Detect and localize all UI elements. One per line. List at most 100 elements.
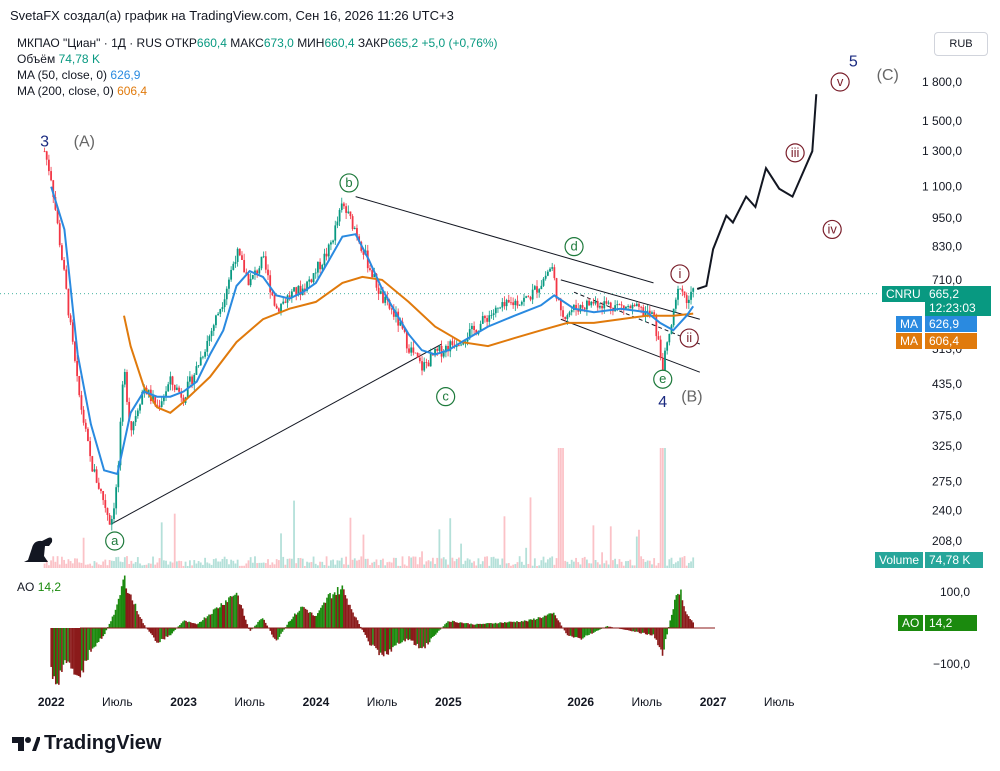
volume-bar [579,564,582,568]
ao-bar [528,619,531,628]
wave-label: d [570,239,577,254]
ma200-legend-label[interactable]: MA (200, close, 0) [17,84,114,98]
ao-bar [255,624,258,628]
ao-bar [199,621,201,628]
ao-bar [574,628,577,638]
candle-body [438,345,441,351]
volume-bar [189,560,191,568]
ao-bar [183,620,186,628]
candle-body [436,348,439,351]
ao-legend-label[interactable]: AO [17,580,35,594]
volume-bar [82,537,85,568]
volume-bar [152,556,154,568]
volume-bar [405,565,408,568]
volume-bar [349,517,352,568]
candle-body [371,270,374,278]
candle-body [202,356,204,358]
volume-bar [529,497,532,568]
candle-body [542,278,545,286]
volume-bar [221,558,224,568]
currency-button[interactable]: RUB [934,32,988,56]
candle-body [683,291,686,296]
candle-body [228,279,230,289]
chart-caption: SvetaFX создал(а) график на TradingView.… [10,8,454,23]
ao-bar [123,575,126,628]
candle-body [408,348,410,353]
ao-axis-value: 14,2 [925,615,977,631]
ao-bar [385,628,388,655]
candle-body [82,409,85,423]
ao-bar [536,618,538,628]
candle-body [321,264,324,270]
ao-bar [217,608,219,628]
price-tick-label: 1 300,0 [922,144,962,158]
candle-body [275,305,278,309]
volume-bar [180,561,183,568]
time-tick-label: Июль [234,695,265,709]
ao-bar [280,628,282,634]
volume-bar [468,559,471,568]
volume-bar [236,559,239,568]
candle-body [236,248,239,262]
ao-bar [579,628,581,639]
volume-bar [577,562,580,568]
candle-body [555,278,558,299]
ao-bar [491,623,494,628]
ao-bar [117,598,120,628]
ao-bar [353,616,356,628]
ohlc-close-label: ЗАКР [357,36,389,50]
candle-body [80,395,83,410]
ao-bar [549,613,552,628]
candle-body [449,341,452,352]
volume-bar [206,562,209,568]
ao-bar [663,628,665,650]
ao-bar [606,626,609,628]
volume-bar [375,559,378,568]
time-tick-label: Июль [764,695,795,709]
volume-bar [527,563,530,568]
volume-bar [139,563,141,568]
ao-bar [367,628,370,642]
candle-body [599,305,601,308]
candle-body [471,325,473,330]
candle-body [460,344,462,346]
ao-bar [339,589,342,628]
volume-bar [89,563,92,568]
volume-bar [377,565,380,568]
trendline [560,318,700,373]
ao-bar [493,623,495,628]
ao-bar [651,628,653,636]
wave-label-circle [564,237,584,257]
volume-bar [674,562,677,568]
ao-bar [274,628,276,639]
candle-body [139,404,141,411]
ao-bar [485,623,488,628]
symbol-title[interactable]: МКПАО "Циан" · 1Д · RUS [17,36,162,50]
candle-body [100,488,102,492]
ao-bar [430,628,432,639]
tradingview-logo[interactable]: TradingView [12,732,161,755]
volume-bar [531,565,534,568]
ao-bar [254,625,256,628]
volume-bar [364,558,367,568]
volume-bar [362,534,365,568]
volume-bar [360,556,363,568]
ao-bar [526,621,529,628]
candle-body [570,310,573,313]
ao-bar [251,628,253,630]
ao-bar [333,592,336,628]
ao-bar [670,614,673,628]
candle-body [306,281,308,291]
candle-body [110,519,113,525]
ao-bar [551,613,554,628]
ma50-legend-label[interactable]: MA (50, close, 0) [17,68,108,82]
volume-legend-label[interactable]: Объём [17,52,56,66]
tradingview-logo-text: TradingView [44,732,162,754]
volume-bar [596,562,599,568]
ao-bar [225,600,227,628]
ao-bar [499,622,501,628]
ao-bar [249,628,252,631]
volume-bar [570,559,573,568]
ao-bar [77,628,80,676]
